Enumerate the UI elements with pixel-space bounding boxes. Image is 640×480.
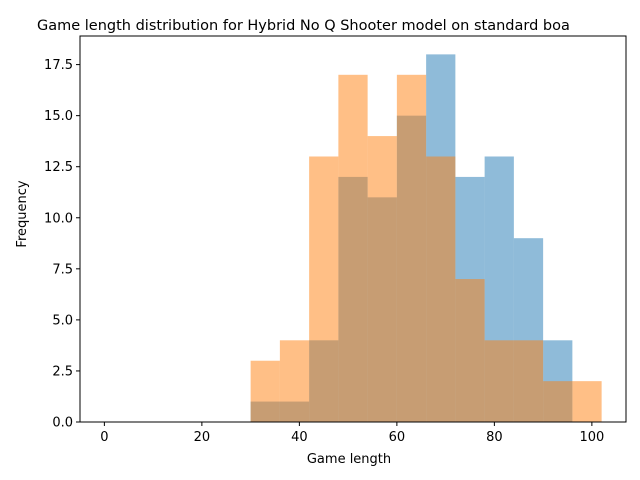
x-tick-label: 80 <box>486 430 503 445</box>
chart-title: Game length distribution for Hybrid No Q… <box>37 18 570 34</box>
y-tick-label: 15.0 <box>44 109 73 124</box>
histogram-bar-s1-b1 <box>279 340 310 422</box>
y-axis-ticks: 0.0 2.5 5.0 7.5 10.0 12.5 15.0 17.5 <box>44 58 80 431</box>
x-tick-label: 60 <box>389 430 406 445</box>
histogram-bar-s1-b0 <box>250 360 280 422</box>
histogram-bar-s1-b9 <box>513 340 544 422</box>
x-tick-label: 20 <box>194 430 211 445</box>
y-tick-label: 7.5 <box>52 262 73 277</box>
x-axis-ticks: 0 20 40 60 80 100 <box>100 422 604 445</box>
y-tick-label: 12.5 <box>44 160 73 175</box>
histogram-bar-s1-b5 <box>396 74 427 422</box>
y-tick-label: 17.5 <box>44 58 73 73</box>
y-tick-label: 5.0 <box>52 313 73 328</box>
y-axis-label: Frequency <box>15 180 30 247</box>
x-axis-label: Game length <box>307 452 391 467</box>
y-tick-label: 2.5 <box>52 364 73 379</box>
histogram-bar-s1-b3 <box>338 74 368 422</box>
y-tick-label: 10.0 <box>44 211 73 226</box>
histogram-bar-s1-b8 <box>484 340 514 422</box>
y-tick-label: 0.0 <box>52 416 73 431</box>
histogram-bar-s1-b2 <box>309 156 339 422</box>
x-tick-label: 100 <box>579 430 604 445</box>
histogram-bar-s1-b6 <box>426 156 456 422</box>
histogram-bar-s1-b7 <box>455 279 485 422</box>
histogram-bar-s1-b11 <box>572 381 602 422</box>
histogram-bars <box>250 54 602 423</box>
x-tick-label: 0 <box>100 430 108 445</box>
histogram-bar-s1-b10 <box>543 381 573 422</box>
plot-frame <box>79 35 627 423</box>
x-tick-label: 40 <box>291 430 308 445</box>
histogram-bar-s1-b4 <box>367 136 397 422</box>
